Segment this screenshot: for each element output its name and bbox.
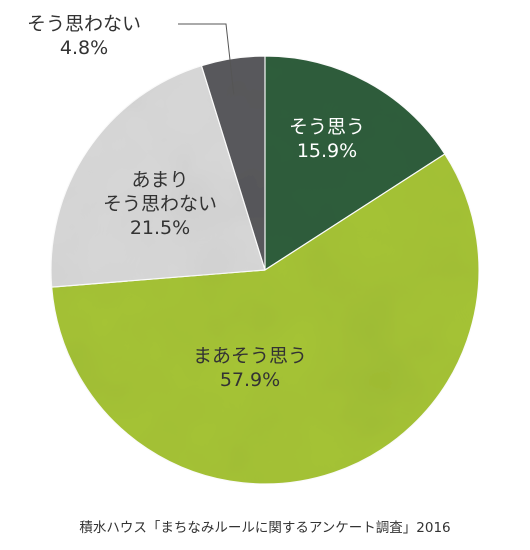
leader-line bbox=[178, 23, 235, 95]
source-caption: 積水ハウス「まちなみルールに関するアンケート調査」2016 bbox=[79, 520, 450, 536]
slice-value-label: 15.9% bbox=[297, 140, 357, 162]
pie-slice-3 bbox=[50, 64, 266, 288]
pie-labels: そう思う15.9%まあそう思う57.9%あまりそう思わない21.5%そう思わない… bbox=[27, 13, 365, 391]
pie-slice-4 bbox=[200, 55, 266, 271]
pie-slice-2 bbox=[51, 153, 480, 485]
slice-value-label: 4.8% bbox=[60, 37, 108, 59]
slice-label-text: そう思う bbox=[289, 116, 365, 138]
slice-value-label: 57.9% bbox=[220, 369, 280, 391]
slice-label-text: そう思わない bbox=[103, 193, 217, 215]
slice-label-text: あまり bbox=[131, 169, 188, 191]
slice-label-text: まあそう思う bbox=[193, 345, 307, 367]
pie-slices bbox=[50, 55, 480, 485]
slice-value-label: 21.5% bbox=[130, 217, 190, 239]
pie-slice-1 bbox=[264, 55, 446, 272]
slice-label-text: そう思わない bbox=[27, 13, 141, 35]
